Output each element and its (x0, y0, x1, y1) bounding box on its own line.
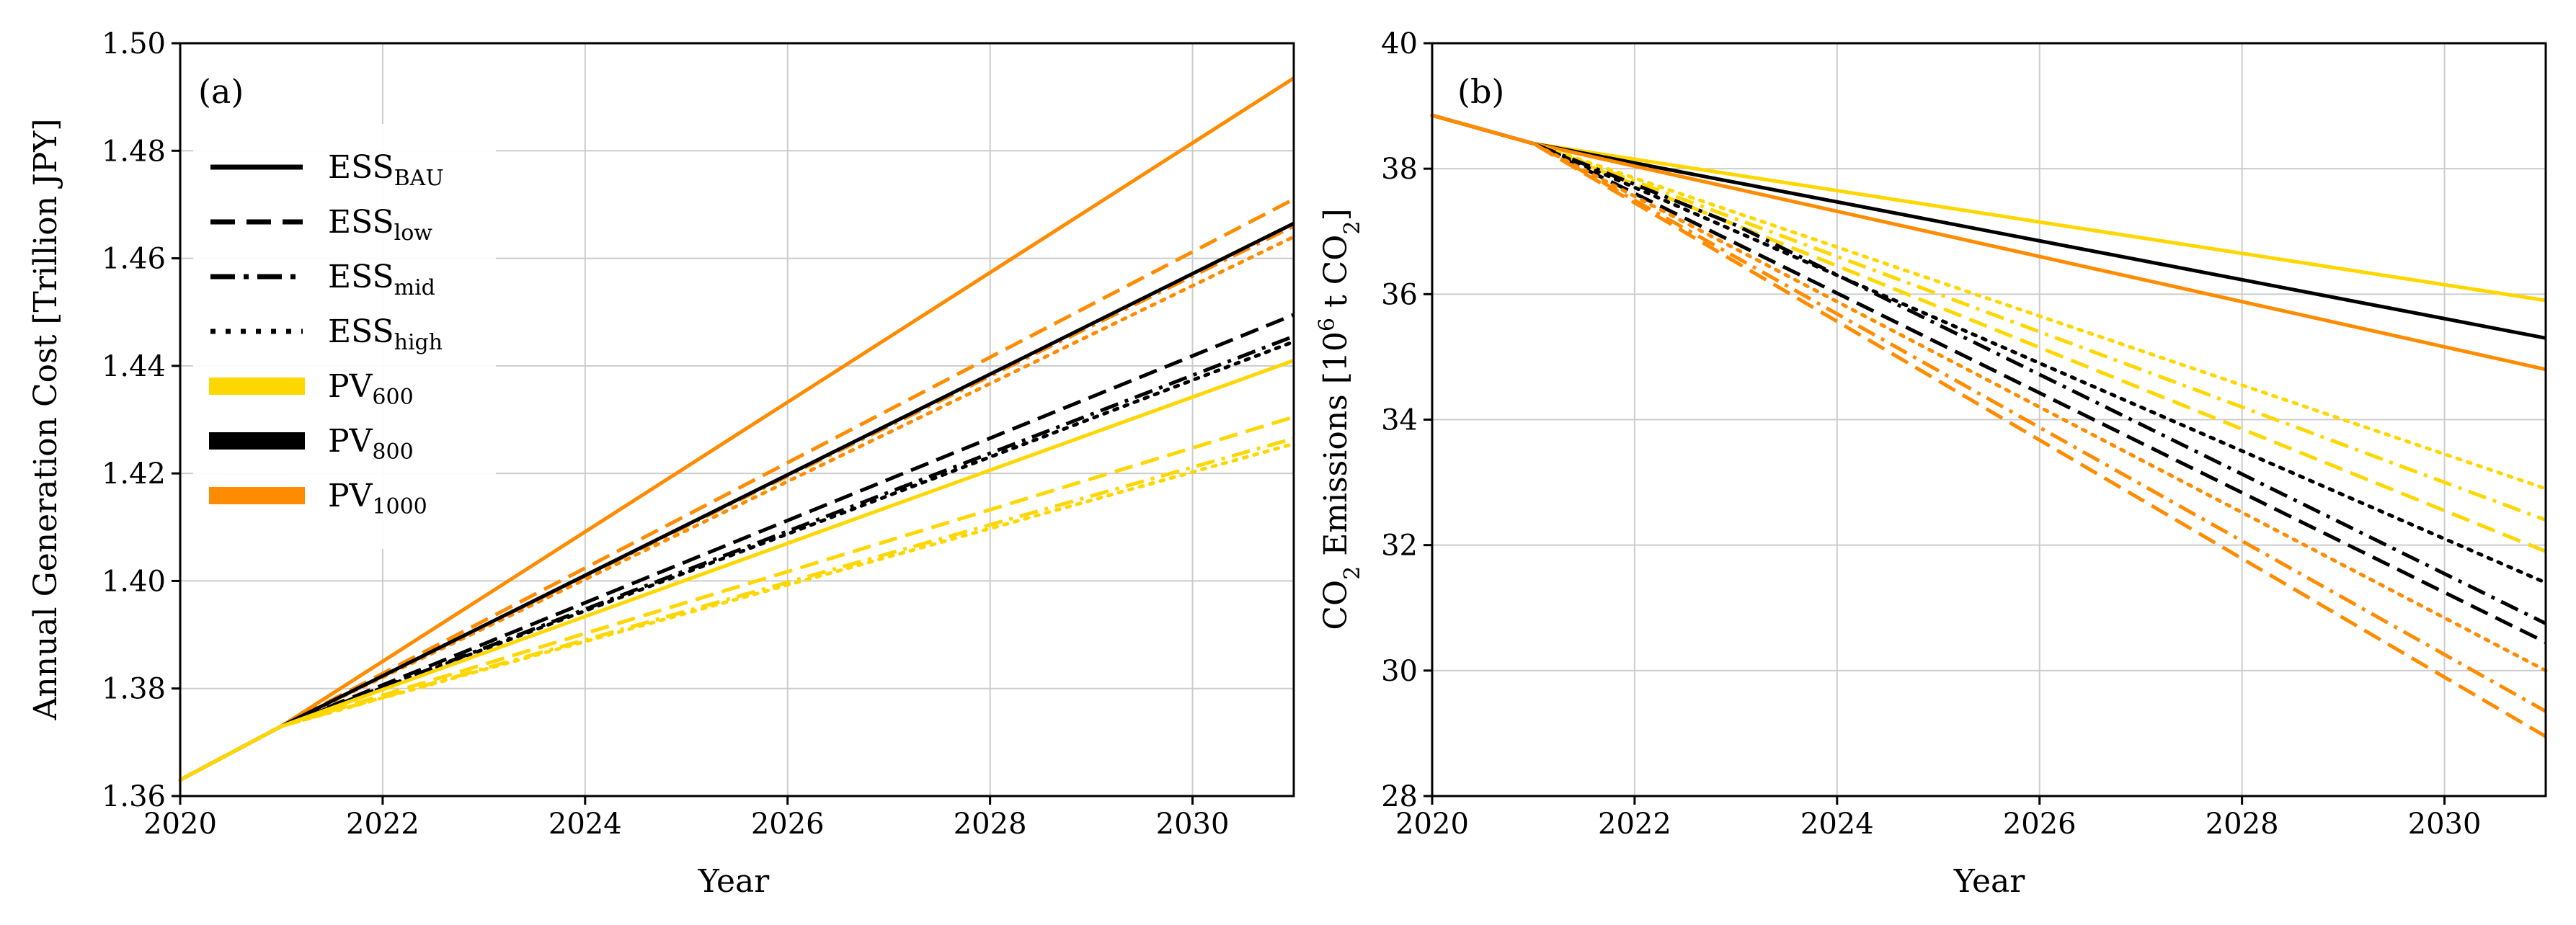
x-tick-label: 2026 (751, 808, 825, 841)
panel-b-xlabel: Year (1953, 863, 2025, 900)
x-tick-label: 2024 (1800, 808, 1874, 841)
y-tick-label: 1.46 (102, 243, 166, 276)
series-line (1431, 113, 2547, 713)
series-line (1431, 113, 2546, 522)
y-tick-label: 38 (1381, 153, 1418, 186)
series-line (1431, 113, 2546, 340)
y-tick-label: 1.40 (102, 565, 166, 598)
panel-a-cost-chart: 2020 2022 2024 2026 2028 2030 1.36 1.38 1.40 1.42… (27, 27, 1296, 900)
series-line (178, 339, 1296, 782)
series-line (1431, 113, 2547, 738)
panel-b-emissions-chart: 2020 2022 2024 2026 2028 2030 28 30 32 34 36 38 40 (… (1315, 27, 2548, 900)
y-tick-label: 1.36 (102, 780, 166, 813)
x-tick-label: 2020 (1395, 808, 1469, 841)
y-tick-label: 1.50 (102, 27, 166, 61)
y-tick-label: 1.42 (102, 457, 166, 491)
x-tick-label: 2028 (2206, 808, 2279, 841)
panel-a-ticks: 2020 2022 2024 2026 2028 2030 1.36 1.38 1.40 1.42… (102, 27, 1230, 841)
legend-label: PV800 (328, 423, 414, 465)
y-tick-label: 40 (1381, 27, 1418, 61)
x-tick-label: 2028 (954, 808, 1027, 841)
legend-swatch (209, 377, 305, 395)
series-line (1430, 113, 2548, 673)
series-line (179, 437, 1294, 782)
legend-swatch (209, 487, 305, 504)
y-tick-label: 1.44 (102, 350, 166, 383)
legend-label: ESSBAU (328, 149, 444, 191)
x-tick-label: 2026 (2003, 808, 2077, 841)
y-tick-label: 28 (1381, 780, 1418, 813)
panel-a-ylabel: Annual Generation Cost [Trillion JPY] (27, 119, 64, 721)
x-tick-label: 2030 (1156, 808, 1230, 841)
x-tick-label: 2024 (548, 808, 622, 841)
panel-a-legend: ESSBAU ESSlow ESSmid ESShigh PV600 PV800 PV100… (193, 124, 496, 549)
y-tick-label: 34 (1381, 404, 1418, 437)
panel-a-xlabel: Year (698, 863, 770, 900)
panel-a-tag: (a) (198, 72, 244, 111)
y-tick-label: 36 (1381, 278, 1418, 311)
panel-b-ticks: 2020 2022 2024 2026 2028 2030 28 30 32 34 36 38 40 (1381, 27, 2481, 841)
panel-b-series (1430, 113, 2548, 738)
y-tick-label: 30 (1381, 655, 1418, 688)
legend-label: PV1000 (328, 478, 427, 519)
x-tick-label: 2022 (346, 808, 419, 841)
y-tick-label: 32 (1381, 529, 1418, 563)
y-tick-label: 1.48 (102, 135, 166, 168)
panel-a-series (178, 76, 1296, 782)
panel-a-frame (179, 42, 1295, 797)
x-tick-label: 2022 (1598, 808, 1671, 841)
legend-label: ESShigh (328, 313, 443, 355)
legend-label: ESSmid (328, 259, 435, 300)
y-tick-label: 1.38 (102, 673, 166, 706)
legend-label: PV600 (328, 368, 414, 410)
x-tick-label: 2020 (143, 808, 217, 841)
legend-label: ESSlow (328, 204, 432, 246)
legend-swatch (209, 432, 305, 450)
panel-b-ylabel: CO2 Emissions [106 t CO2] (1315, 208, 1365, 630)
panel-b-tag: (b) (1457, 72, 1504, 111)
legend-background (193, 124, 496, 549)
x-tick-label: 2030 (2408, 808, 2482, 841)
series-line (178, 235, 1296, 782)
series-line (1431, 113, 2546, 303)
series-line (178, 442, 1296, 782)
